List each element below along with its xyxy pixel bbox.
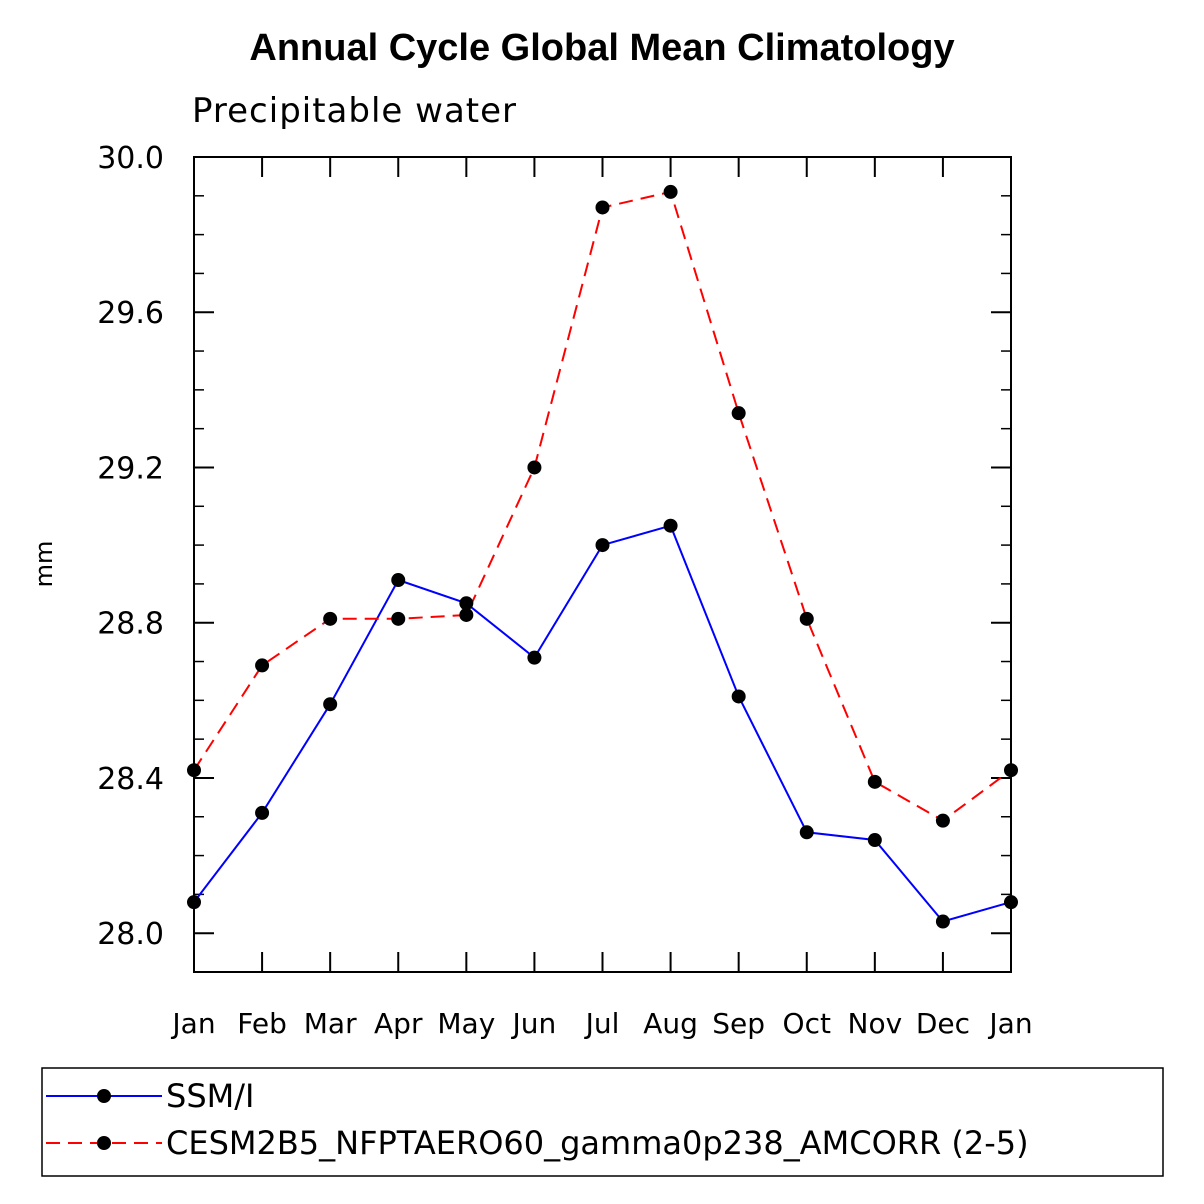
x-tick-label: Mar [304,1007,357,1040]
data-point [391,573,406,588]
data-point [935,813,950,828]
data-point [663,518,678,533]
data-point [255,658,270,673]
chart-title: Annual Cycle Global Mean Climatology [249,27,954,69]
x-tick-label: Jul [584,1007,620,1040]
legend-box [41,1067,1164,1177]
x-tick-label: Oct [783,1007,831,1040]
data-point [1004,895,1018,910]
x-tick-label: Dec [916,1007,970,1040]
legend-label-2: CESM2B5_NFPTAERO60_gamma0p238_AMCORR (2-… [166,1124,1029,1162]
data-point [459,596,474,611]
x-tick-label: May [437,1007,495,1040]
plot-frame [193,156,1012,973]
y-tick-label: 28.8 [97,607,164,642]
data-point [595,200,610,215]
data-point [731,689,746,704]
data-point [527,460,542,475]
data-point [799,611,814,626]
legend-marker [97,1136,111,1150]
data-point [391,611,406,626]
x-tick-label: Sep [712,1007,765,1040]
chart-subtitle: Precipitable water [192,91,517,131]
data-point [663,184,678,199]
y-tick-label: 29.2 [97,451,164,486]
data-point [867,774,882,789]
data-point [935,914,950,929]
y-tick-label: 29.6 [97,296,164,331]
legend-marker [97,1089,111,1103]
data-point [459,607,474,622]
data-point [255,805,270,820]
x-tick-label: Nov [848,1007,903,1040]
y-tick-label: 28.4 [97,762,164,797]
data-point [323,697,338,712]
x-tick-label: Jan [987,1007,1032,1040]
data-point [1004,763,1018,778]
x-tick-label: Jun [511,1007,557,1040]
data-point [867,833,882,848]
data-point [187,895,201,910]
x-tick-label: Aug [643,1007,698,1040]
x-tick-label: Feb [237,1007,287,1040]
series-line-1 [193,524,1012,923]
data-point [187,763,201,778]
data-point [527,650,542,665]
y-tick-label: 30.0 [97,141,164,176]
data-point [731,406,746,421]
data-point [323,611,338,626]
data-point [595,538,610,553]
x-tick-label: Apr [374,1007,423,1040]
x-tick-label: Jan [170,1007,215,1040]
y-axis-label: mm [30,541,58,588]
legend-label-1: SSM/I [166,1077,254,1115]
data-point [799,825,814,840]
y-tick-label: 28.0 [97,917,164,952]
